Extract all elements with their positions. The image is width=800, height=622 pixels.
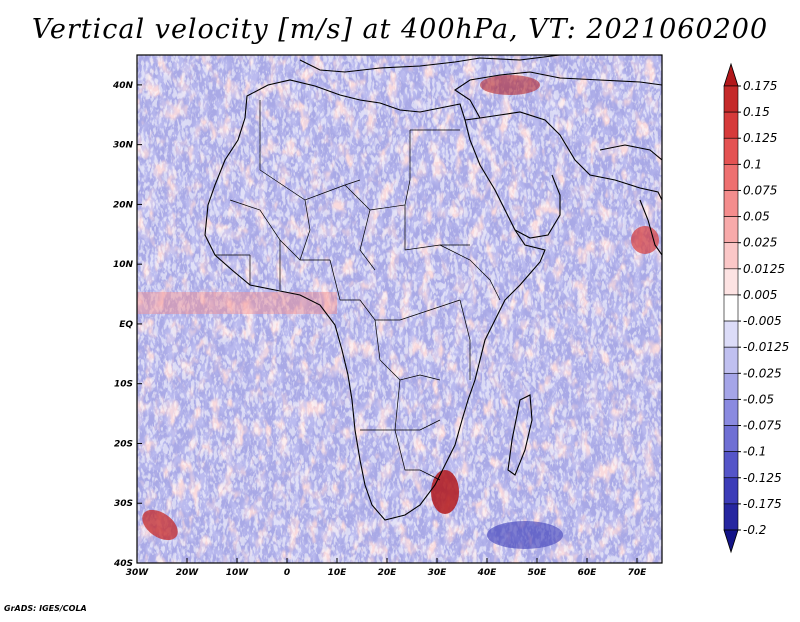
y-tick-label: 10S (114, 380, 133, 390)
country-borders (215, 100, 501, 481)
colorbar-swatch (723, 111, 739, 139)
colorbar-swatch (723, 425, 739, 452)
colorbar-label: 0.0125 (743, 262, 785, 276)
colorbar-top-arrow (723, 62, 739, 87)
ascent-middle-east (480, 75, 540, 95)
x-tick-label: 50E (528, 568, 548, 578)
madagascar (507, 394, 533, 476)
y-tick-label: 30S (114, 499, 133, 509)
y-tick-label: EQ (119, 320, 133, 330)
colorbar: 0.175 0.15 0.125 0.1 0.075 0.05 0.025 0.0125 0.0… (723, 62, 789, 554)
y-tick-label: 40S (113, 559, 133, 569)
x-tick-label: 70E (628, 568, 648, 578)
y-tick-label: 20N (113, 200, 134, 210)
colorbar-label: -0.075 (743, 419, 782, 433)
credit-label: GrADS: IGES/COLA (4, 604, 87, 613)
x-tick-label: 20E (378, 568, 398, 578)
colorbar-label: -0.05 (743, 392, 774, 406)
descent-south-indian-ocean (487, 521, 563, 549)
colorbar-swatch (723, 85, 739, 113)
y-axis: 40N 30N 20N 10N EQ 10S 20S 30S 40S (112, 81, 142, 569)
colorbar-swatch (723, 477, 739, 505)
x-tick-label: 30W (126, 568, 150, 578)
x-axis: 30W 20W 10W 0 10E 20E 30E 40E 50E 60E 70E (126, 558, 647, 578)
velocity-field (137, 55, 662, 563)
colorbar-label: -0.025 (743, 366, 782, 380)
colorbar-swatch (723, 451, 739, 479)
y-tick-label: 30N (113, 141, 134, 151)
x-tick-label: 0 (284, 568, 290, 578)
x-tick-label: 30E (428, 568, 448, 578)
colorbar-swatch (723, 399, 739, 426)
colorbar-swatch (723, 372, 739, 400)
colorbar-label: 0.1 (743, 157, 762, 171)
colorbar-swatch (723, 190, 739, 217)
colorbar-label: 0.075 (743, 183, 777, 197)
y-tick-label: 20S (114, 439, 133, 449)
y-tick-label: 10N (113, 260, 134, 270)
colorbar-label: 0.125 (743, 131, 777, 145)
colorbar-label: 0.005 (743, 288, 777, 302)
ascent-itcz-atlantic (137, 292, 337, 314)
plot-frame (136, 54, 663, 564)
colorbar-swatch (723, 320, 739, 348)
ascent-arabian-sea (631, 226, 659, 254)
x-tick-label: 60E (578, 568, 598, 578)
colorbar-swatch (723, 294, 739, 322)
y-tick-label: 40N (112, 81, 134, 91)
colorbar-swatch (723, 503, 739, 531)
colorbar-label: 0.05 (743, 210, 770, 224)
colorbar-swatch (723, 268, 739, 296)
colorbar-label: -0.005 (743, 314, 782, 328)
colorbar-swatch (723, 346, 739, 374)
colorbar-label: -0.175 (743, 497, 782, 511)
x-tick-label: 20W (176, 568, 200, 578)
colorbar-label: -0.0125 (743, 340, 789, 354)
colorbar-swatch (723, 164, 739, 191)
colorbar-bottom-arrow (723, 529, 739, 554)
x-tick-label: 40E (477, 568, 498, 578)
colorbar-swatch (723, 137, 739, 165)
colorbar-label: 0.15 (743, 105, 770, 119)
x-tick-label: 10W (226, 568, 250, 578)
colorbar-swatch (723, 216, 739, 244)
strong-ascent-southeast-africa (431, 470, 459, 514)
colorbar-label: 0.175 (743, 79, 777, 93)
strong-ascent-south-atlantic (142, 509, 178, 541)
colorbar-label: 0.025 (743, 236, 777, 250)
colorbar-label: -0.125 (743, 471, 782, 485)
x-tick-label: 10E (328, 568, 348, 578)
colorbar-swatch (723, 242, 739, 270)
colorbar-label: -0.1 (743, 445, 766, 459)
colorbar-label: -0.2 (743, 523, 766, 537)
chart-title: Vertical velocity [m/s] at 400hPa, VT: 2… (31, 14, 769, 45)
